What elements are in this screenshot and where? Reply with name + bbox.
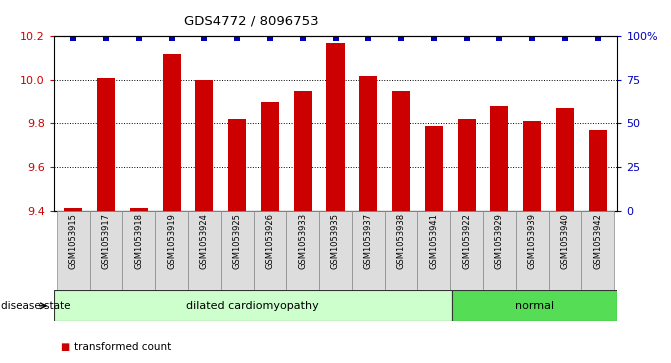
Point [68,36,79,41]
Bar [261,102,279,211]
Text: transformed count: transformed count [74,342,171,352]
Text: GDS4772 / 8096753: GDS4772 / 8096753 [184,15,318,28]
Text: normal: normal [515,301,554,311]
Point [363,36,374,41]
Text: GSM1053929: GSM1053929 [495,213,504,269]
Bar [228,119,246,211]
Bar [359,76,377,211]
Text: GSM1053937: GSM1053937 [364,213,373,269]
Point [134,36,144,41]
Text: GSM1053940: GSM1053940 [560,213,570,269]
Bar [195,80,213,211]
Point [330,36,341,41]
Text: GSM1053926: GSM1053926 [266,213,274,269]
Point [166,36,177,41]
Text: GSM1053917: GSM1053917 [101,213,111,269]
Bar [425,126,443,211]
Point [199,36,210,41]
Text: GSM1053919: GSM1053919 [167,213,176,269]
Bar [54,290,452,321]
Point [429,36,440,41]
Point [527,36,537,41]
Bar [556,108,574,211]
Text: disease state: disease state [1,301,71,311]
Point [297,36,308,41]
Text: GSM1053925: GSM1053925 [233,213,242,269]
Bar [452,290,617,321]
Bar [417,211,450,290]
Bar [384,211,417,290]
Point [560,36,570,41]
Bar [162,54,180,211]
Bar [458,119,476,211]
Bar [392,91,410,211]
Point [396,36,407,41]
Bar [319,211,352,290]
Text: GSM1053942: GSM1053942 [593,213,602,269]
Bar [97,78,115,211]
Bar [57,211,90,290]
Text: GSM1053915: GSM1053915 [69,213,78,269]
Point [592,36,603,41]
Point [461,36,472,41]
Bar [64,208,83,211]
Text: GSM1053918: GSM1053918 [134,213,144,269]
Point [101,36,111,41]
Bar [581,211,614,290]
Bar [327,43,344,211]
Text: ■: ■ [60,342,70,352]
Point [264,36,275,41]
Bar [450,211,483,290]
Bar [188,211,221,290]
Bar [523,121,541,211]
Bar [483,211,516,290]
Bar [287,211,319,290]
Bar [90,211,123,290]
Text: GSM1053941: GSM1053941 [429,213,438,269]
Bar [123,211,155,290]
Bar [221,211,254,290]
Point [231,36,242,41]
Bar [548,211,581,290]
Text: GSM1053939: GSM1053939 [527,213,537,269]
Bar [352,211,384,290]
Text: GSM1053924: GSM1053924 [200,213,209,269]
Text: GSM1053935: GSM1053935 [331,213,340,269]
Bar [155,211,188,290]
Bar [130,208,148,211]
Point [494,36,505,41]
Text: GSM1053933: GSM1053933 [298,213,307,269]
Text: GSM1053922: GSM1053922 [462,213,471,269]
Bar [254,211,287,290]
Bar [516,211,548,290]
Bar [588,130,607,211]
Bar [294,91,312,211]
Text: GSM1053938: GSM1053938 [397,213,405,269]
Text: dilated cardiomyopathy: dilated cardiomyopathy [187,301,319,311]
Bar [491,106,509,211]
